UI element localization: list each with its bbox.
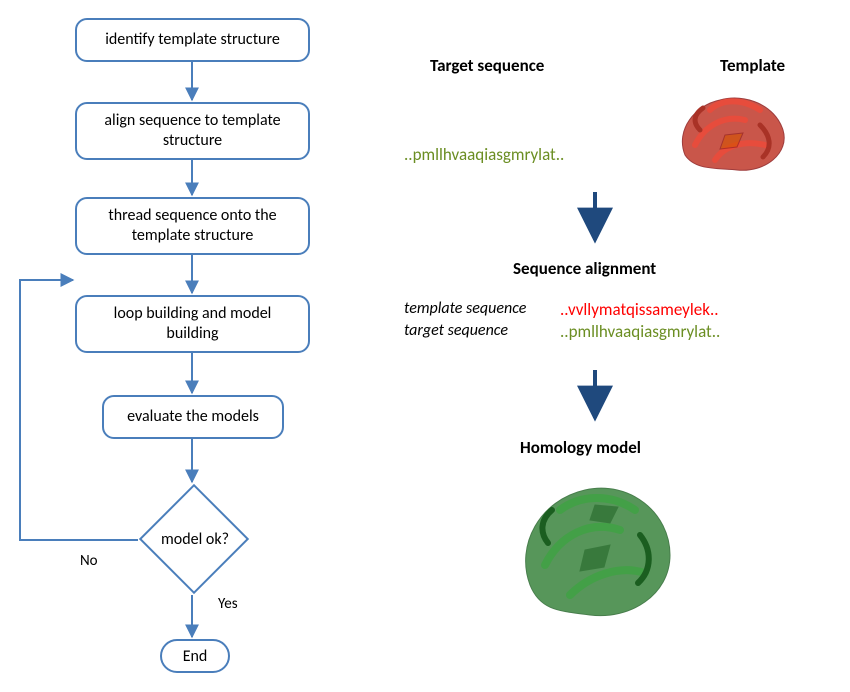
heading-template: Template [720,55,785,76]
flow-label-yes: Yes [218,595,238,613]
flow-decision-text: model ok? [140,505,250,575]
flow-decision-label: model ok? [161,530,229,550]
flow-node-identify: identify template structure [75,18,310,62]
flow-node-align-label: align sequence to template structure [87,111,298,151]
flow-node-identify-label: identify template structure [105,30,280,50]
heading-target-sequence: Target sequence [430,55,544,76]
legend-template-sequence: template sequence [404,299,526,318]
flow-node-thread: thread sequence onto the template struct… [75,197,310,255]
target-sequence-value: ..pmllhvaaqiasgmrylat.. [404,144,564,165]
flow-node-evaluate-label: evaluate the models [127,407,259,427]
target-sequence-value-2: ..pmllhvaaqiasgmrylat.. [560,321,720,342]
flow-node-loop-build-label: loop building and model building [87,304,298,344]
flow-label-yes-text: Yes [218,595,238,613]
legend-template-sequence-text: template sequence [404,299,526,318]
flow-node-thread-label: thread sequence onto the template struct… [87,206,298,246]
heading-template-text: Template [720,55,785,76]
legend-target-sequence: target sequence [404,321,508,340]
flow-node-evaluate: evaluate the models [102,395,284,439]
protein-homology-icon [500,465,690,630]
flow-end-label: End [183,647,208,666]
flow-node-loop-build: loop building and model building [75,295,310,353]
target-sequence-text: ..pmllhvaaqiasgmrylat.. [404,144,564,165]
flow-label-no: No [80,552,98,570]
target-sequence-text-2: ..pmllhvaaqiasgmrylat.. [560,321,720,342]
template-sequence-value: ..vvllymatqissameylek.. [560,299,719,320]
heading-seq-align: Sequence alignment [513,258,656,279]
heading-homology-text: Homology model [520,437,641,458]
protein-template-icon [665,75,805,185]
flow-end: End [160,639,230,673]
heading-homology: Homology model [520,437,641,458]
flow-label-no-text: No [80,552,98,570]
template-sequence-text: ..vvllymatqissameylek.. [560,299,719,320]
heading-target-sequence-text: Target sequence [430,55,544,76]
legend-target-sequence-text: target sequence [404,321,508,340]
heading-seq-align-text: Sequence alignment [513,258,656,279]
flow-node-align: align sequence to template structure [75,102,310,160]
